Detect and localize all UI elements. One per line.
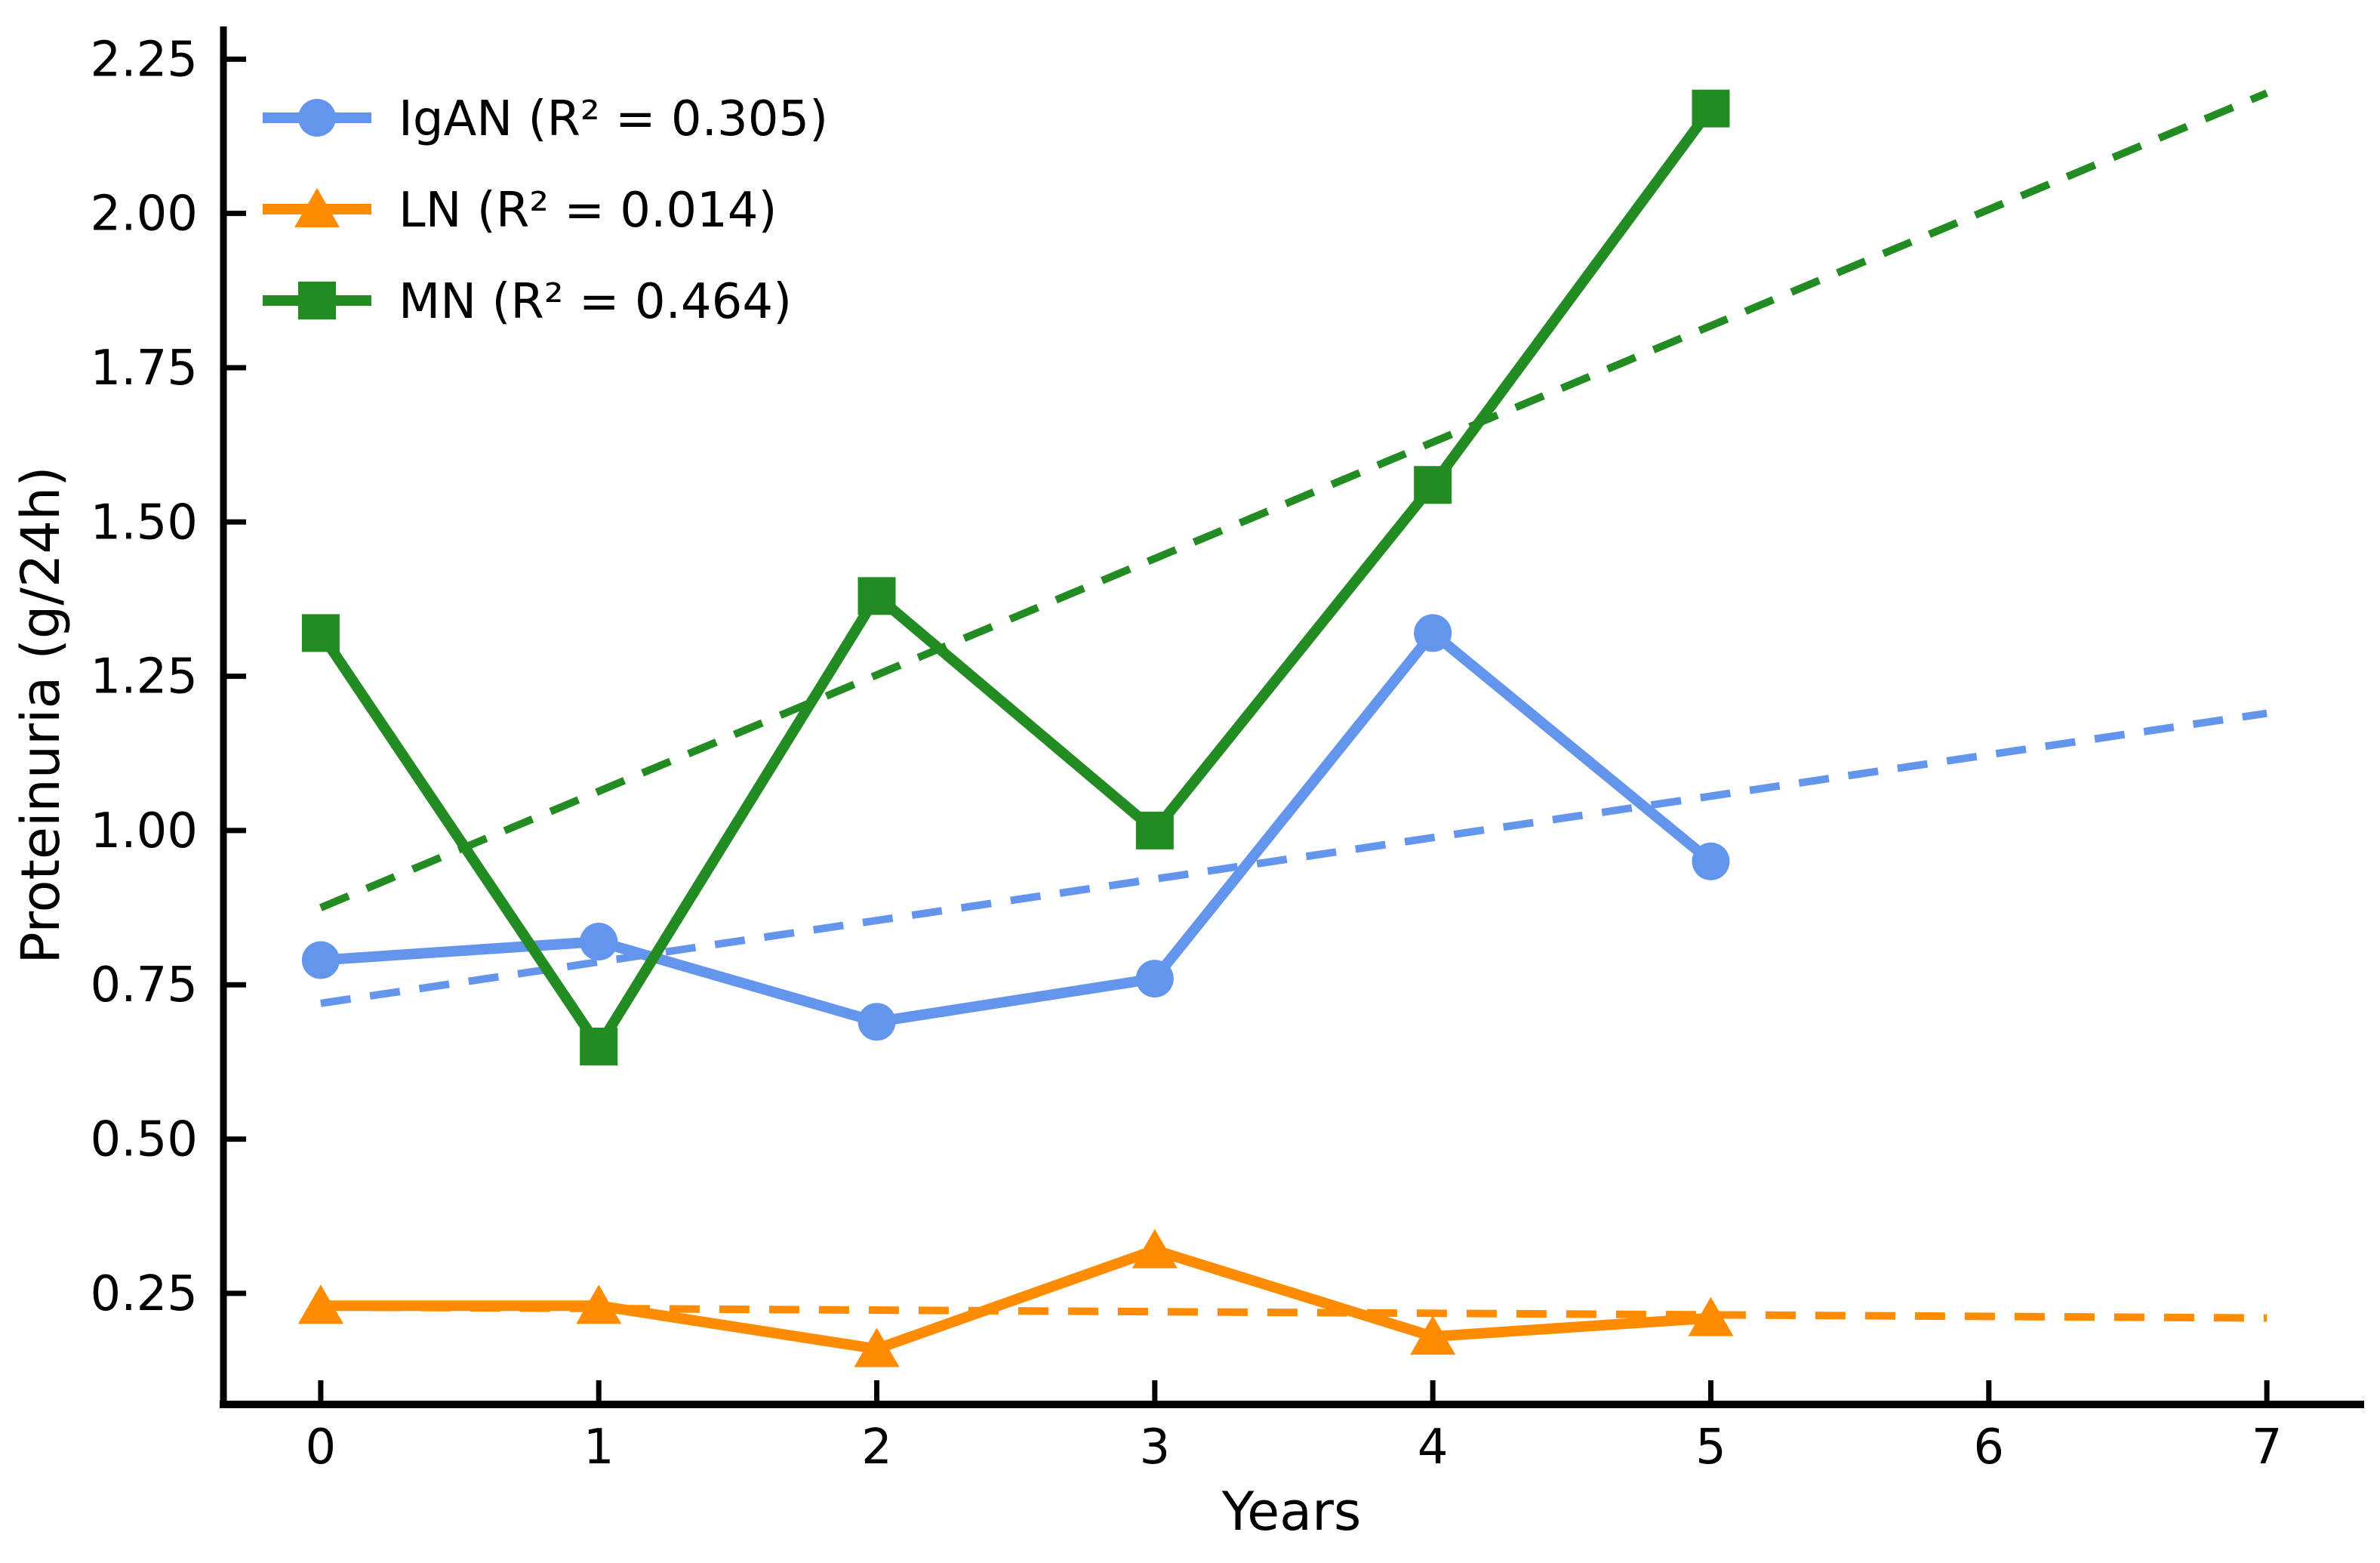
series-line-LN <box>320 1244 1711 1355</box>
legend-label-IgAN: IgAN (R² = 0.305) <box>399 91 828 147</box>
data-point-IgAN-1 <box>580 923 618 961</box>
data-point-LN-5 <box>1688 1296 1734 1336</box>
data-point-MN-3 <box>1135 811 1174 849</box>
y-tick-label: 1.75 <box>91 341 199 396</box>
x-tick-label: 6 <box>1973 1420 2004 1475</box>
y-tick-label: 0.50 <box>91 1112 199 1168</box>
legend-label-MN: MN (R² = 0.464) <box>399 274 792 330</box>
data-point-MN-2 <box>857 577 896 615</box>
legend: IgAN (R² = 0.305) LN (R² = 0.014) MN (R² =… <box>263 91 828 330</box>
data-point-MN-1 <box>580 1027 618 1065</box>
x-tick-label: 0 <box>306 1420 337 1475</box>
series-line-IgAN <box>320 627 1714 1028</box>
y-tick-label: 2.00 <box>91 187 199 242</box>
y-tick-label: 2.25 <box>91 32 199 88</box>
x-tick-label: 3 <box>1139 1420 1170 1475</box>
data-point-LN-4 <box>1410 1315 1456 1355</box>
data-point-IgAN-0 <box>301 941 340 979</box>
data-point-IgAN-3 <box>1135 960 1174 998</box>
y-tick-label: 1.50 <box>91 495 199 550</box>
y-tick-label: 1.00 <box>91 803 199 859</box>
legend-item-LN: LN (R² = 0.014) <box>263 183 777 239</box>
data-point-LN-2 <box>854 1327 900 1367</box>
legend-label-LN: LN (R² = 0.014) <box>399 183 777 239</box>
data-point-LN-0 <box>297 1284 343 1324</box>
x-tick-label: 1 <box>583 1420 614 1475</box>
series-line-MN <box>316 105 1716 1052</box>
data-point-IgAN-2 <box>857 1003 896 1041</box>
legend-triangle-icon <box>294 188 340 227</box>
plot-content: 0.25 0.50 0.75 1.00 1.25 1.50 1.75 2.00 2.25 0 1 2 3… <box>91 32 2283 1475</box>
legend-square-icon <box>298 282 336 319</box>
data-point-LN-3 <box>1132 1229 1178 1269</box>
data-point-LN-1 <box>576 1284 622 1324</box>
data-point-IgAN-4 <box>1414 614 1452 652</box>
y-tick-label: 0.25 <box>91 1266 199 1322</box>
data-point-IgAN-5 <box>1692 842 1730 880</box>
trendline-MN <box>319 89 2269 911</box>
y-tick-label: 1.25 <box>91 649 199 705</box>
y-axis-title: Proteinuria (g/24h) <box>10 466 72 963</box>
plot-area <box>223 26 2364 1404</box>
data-point-MN-0 <box>301 614 340 652</box>
x-axis-title: Years <box>1221 1481 1362 1543</box>
x-tick-label: 7 <box>2252 1420 2283 1475</box>
x-tick-label: 5 <box>1695 1420 1726 1475</box>
x-tick-label: 2 <box>861 1420 892 1475</box>
data-point-MN-4 <box>1414 466 1452 504</box>
data-point-MN-5 <box>1692 89 1730 128</box>
y-tick-label: 0.75 <box>91 957 199 1013</box>
legend-circle-icon <box>298 99 336 137</box>
x-tick-label: 4 <box>1418 1420 1449 1475</box>
legend-item-IgAN: IgAN (R² = 0.305) <box>263 91 828 147</box>
legend-item-MN: MN (R² = 0.464) <box>263 274 792 330</box>
